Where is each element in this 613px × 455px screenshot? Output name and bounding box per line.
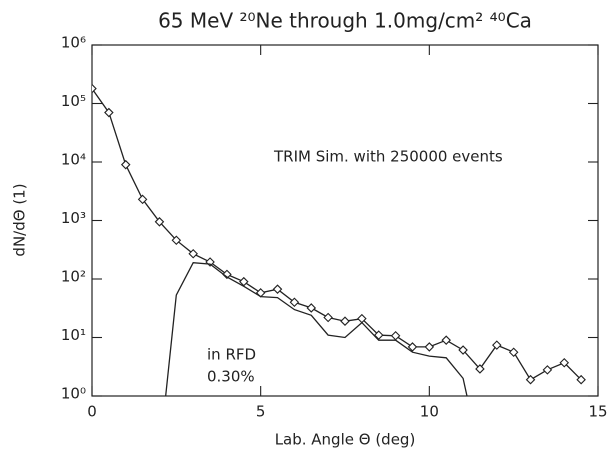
marker <box>559 357 570 368</box>
marker <box>492 340 502 350</box>
marker <box>458 345 468 355</box>
chart-title: 65 MeV ²⁰Ne through 1.0mg/cm² ⁴⁰Ca <box>158 9 532 33</box>
marker <box>188 248 198 259</box>
marker <box>92 83 97 94</box>
plot-frame <box>91 44 599 397</box>
y-tick-label: 10⁴ <box>61 151 86 169</box>
marker <box>340 316 350 326</box>
y-tick-label: 10⁰ <box>61 385 86 403</box>
marker <box>373 330 384 340</box>
marker <box>154 217 165 227</box>
plot-area <box>92 83 586 396</box>
marker <box>171 235 182 246</box>
x-axis-label: Lab. Angle Θ (deg) <box>275 431 416 449</box>
annotation: in RFD <box>207 346 256 364</box>
marker <box>390 331 401 341</box>
y-tick-label: 10⁶ <box>61 34 86 52</box>
marker <box>424 342 435 352</box>
marker <box>407 342 418 352</box>
marker <box>508 347 519 358</box>
marker <box>289 297 300 308</box>
x-tick-label: 15 <box>588 403 607 421</box>
marker <box>306 303 317 313</box>
marker <box>120 159 131 170</box>
marker <box>222 269 232 280</box>
y-tick-label: 10⁵ <box>61 92 86 110</box>
marker <box>525 374 536 385</box>
marker <box>576 374 586 385</box>
y-tick-label: 10³ <box>61 209 86 227</box>
marker <box>137 194 148 205</box>
marker <box>323 312 333 323</box>
marker <box>441 335 451 345</box>
y-tick-label: 10² <box>61 268 86 286</box>
marker <box>542 365 553 375</box>
y-axis-label: dN/dΘ (1) <box>11 183 29 256</box>
marker <box>104 107 114 118</box>
y-tick-label: 10¹ <box>61 326 86 344</box>
x-tick-label: 5 <box>256 403 266 421</box>
x-tick-label: 0 <box>87 403 97 421</box>
marker <box>475 364 485 374</box>
x-tick-label: 10 <box>420 403 439 421</box>
marker <box>272 284 283 294</box>
marker <box>255 288 266 298</box>
annotation: 0.30% <box>207 368 255 386</box>
annotation: TRIM Sim. with 250000 events <box>273 148 503 166</box>
series-line <box>165 262 468 396</box>
